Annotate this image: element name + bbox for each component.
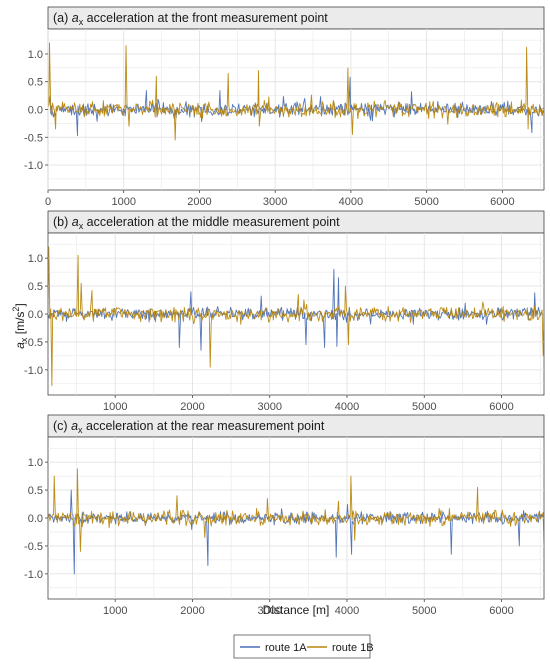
legend-label-route-1b: route 1B xyxy=(332,642,374,654)
panel-c-y-tick-label: -0.5 xyxy=(24,541,43,553)
panel-c-x-tick-label: 2000 xyxy=(180,605,204,617)
panel-b-y-tick-label: 1.0 xyxy=(28,253,43,265)
panel-c-x-tick-label: 4000 xyxy=(335,605,359,617)
panel-b-x-tick-label: 5000 xyxy=(412,401,436,413)
panel-c-title: (c) ax acceleration at the rear measurem… xyxy=(53,419,325,435)
panel-a-traces xyxy=(48,42,544,141)
panel-a-title-part-2: x xyxy=(79,17,84,27)
panel-c-x-tick-label: 3000 xyxy=(257,605,281,617)
panel-c-x-tick-label: 1000 xyxy=(103,605,127,617)
panel-b-y-tick-label: -1.0 xyxy=(24,365,43,377)
legend-box xyxy=(233,634,371,659)
panel-c-series-route-1b xyxy=(48,468,544,552)
panel-a-x-tick-label: 1000 xyxy=(111,196,135,208)
panel-b-x-tick-label: 6000 xyxy=(489,401,513,413)
panel-b-y-tick-label: 0.5 xyxy=(28,281,43,293)
panel-b-title-part-0: (b) xyxy=(53,215,72,229)
panel-b-series-route-1b xyxy=(48,246,544,386)
panel-c-traces xyxy=(48,468,544,575)
panel-a-y-tick-label: -1.0 xyxy=(24,160,43,172)
panel-a-x-tick-label: 2000 xyxy=(187,196,211,208)
panel-b-y-tick-label: -0.5 xyxy=(24,337,43,349)
panel-b-x-tick-label: 2000 xyxy=(180,401,204,413)
panel-a-y-tick-label: 0.0 xyxy=(28,105,43,117)
panel-c-y-tick-label: 0.5 xyxy=(28,485,43,497)
panel-b: (b) ax acceleration at the middle measur… xyxy=(24,210,545,413)
legend-label-route-1a: route 1A xyxy=(265,642,307,654)
panel-b-x-tick-label: 4000 xyxy=(335,401,359,413)
panel-b-title-part-3: acceleration at the middle measurement p… xyxy=(83,215,340,229)
panel-c-title-part-3: acceleration at the rear measurement poi… xyxy=(83,419,325,433)
panel-b-x-tick-label: 1000 xyxy=(103,401,127,413)
panel-a-title: (a) ax acceleration at the front measure… xyxy=(53,11,328,27)
panel-b-title: (b) ax acceleration at the middle measur… xyxy=(53,215,340,231)
panel-a-x-tick-label: 4000 xyxy=(339,196,363,208)
panel-a-y-tick-label: -0.5 xyxy=(24,132,43,144)
panel-a-title-part-0: (a) xyxy=(53,11,72,25)
panel-a-y-tick-label: 1.0 xyxy=(28,49,43,61)
panel-a-title-part-1: a xyxy=(72,11,79,25)
panel-c-y-tick-label: 1.0 xyxy=(28,457,43,469)
panel-c-title-part-1: a xyxy=(71,419,78,433)
y-axis-label: ax [m/s2] xyxy=(11,303,29,349)
panel-c-x-tick-label: 5000 xyxy=(412,605,436,617)
panel-c-title-part-0: (c) xyxy=(53,419,71,433)
panel-a-x-tick-label: 0 xyxy=(45,196,51,208)
panel-b-title-part-1: a xyxy=(72,215,79,229)
panel-a-x-tick-label: 3000 xyxy=(263,196,287,208)
panel-a-x-tick-label: 6000 xyxy=(490,196,514,208)
panel-c-y-tick-label: 0.0 xyxy=(28,513,43,525)
panel-b-title-part-2: x xyxy=(79,221,84,231)
legend: route 1A route 1B xyxy=(233,634,374,659)
panel-b-x-tick-label: 3000 xyxy=(257,401,281,413)
panel-a: (a) ax acceleration at the front measure… xyxy=(24,6,545,208)
panel-b-y-tick-label: 0.0 xyxy=(28,309,43,321)
panel-a-y-tick-label: 0.5 xyxy=(28,77,43,89)
panel-c: (c) ax acceleration at the rear measurem… xyxy=(24,414,545,617)
panel-c-title-part-2: x xyxy=(78,425,83,435)
panel-b-series-route-1a xyxy=(48,268,544,351)
panel-a-series-route-1b xyxy=(48,42,544,141)
x-axis-label: Distance [m] xyxy=(263,603,330,617)
panel-c-y-tick-label: -1.0 xyxy=(24,569,43,581)
panel-b-traces xyxy=(48,246,544,386)
panel-c-x-tick-label: 6000 xyxy=(489,605,513,617)
panel-a-x-tick-label: 5000 xyxy=(414,196,438,208)
panel-a-title-part-3: acceleration at the front measurement po… xyxy=(83,11,328,25)
